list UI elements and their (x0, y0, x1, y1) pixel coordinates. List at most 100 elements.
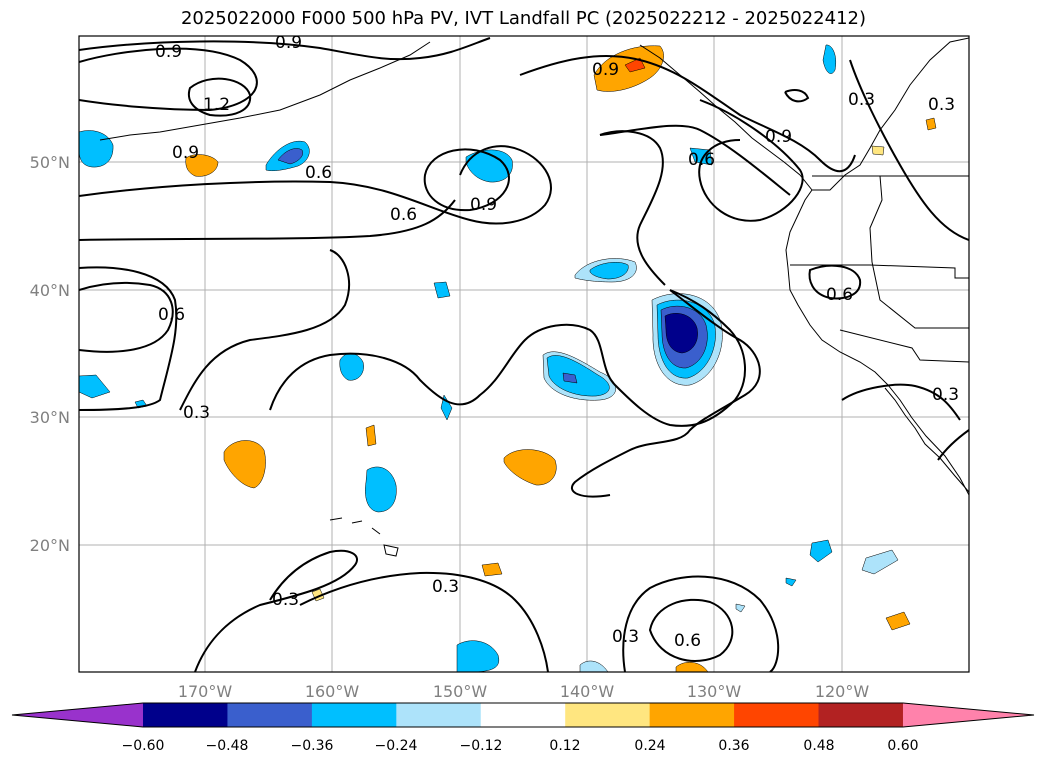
blob-negative-subtropic-core (546, 355, 610, 397)
contour-label: 0.9 (470, 195, 497, 215)
lon-label-170w: 170°W (178, 682, 233, 701)
lat-label-50n: 50°N (30, 153, 70, 172)
colorbar-segments (12, 703, 1034, 727)
blob-negative-alaska (822, 44, 836, 74)
colorbar-segment (143, 703, 228, 727)
contour-0-3-baja (841, 383, 969, 461)
border-states-2 (790, 264, 969, 279)
contour-0-3-south-mid (299, 571, 549, 672)
contour-label: 0.6 (390, 205, 417, 225)
colorbar-extend-low (12, 703, 143, 727)
colorbar-tick-label: −0.12 (460, 738, 503, 754)
blob-negative-bottom-2 (579, 660, 609, 672)
blob-positive-30n (223, 440, 266, 489)
coast-hawaii (329, 517, 399, 557)
contour-loop-northwest (79, 47, 258, 112)
colorbar-segment (311, 703, 397, 727)
lat-label-30n: 30°N (30, 408, 70, 427)
map-frame (78, 35, 970, 673)
border-us-mexico (839, 329, 969, 363)
blob-negative-tiny-2 (785, 577, 797, 587)
contour-0-6-long (79, 199, 456, 241)
map-plot-area (79, 36, 969, 672)
contour-0-6-ca (808, 264, 862, 300)
blob-negative-midlat (465, 149, 513, 183)
lat-label-40n: 40°N (30, 281, 70, 300)
coast-baja (884, 387, 969, 493)
contour-label: 0.6 (158, 305, 185, 325)
blob-negative-160w (339, 353, 364, 381)
contour-1-2-northwest (188, 77, 252, 117)
coast-alaska-panhandle (639, 44, 813, 191)
blob-negative-140w-core (589, 262, 629, 280)
contour-loop-far-east (784, 89, 810, 103)
colorbar-segment (649, 703, 735, 727)
colorbar-tick-label: 0.12 (549, 738, 580, 754)
colorbar-segment (480, 703, 566, 727)
contour-0-6-south-loop (648, 598, 734, 663)
colorbar-segment (227, 703, 313, 727)
colorbar-tick-label: −0.36 (291, 738, 334, 754)
contour-0-9-small-loop (423, 148, 510, 212)
contour-label: 0.3 (272, 590, 299, 610)
blob-positive-small-2 (925, 117, 937, 131)
blob-negative-20n-1 (809, 539, 833, 563)
blob-positive-25n (503, 449, 557, 486)
blob-negative-pacific-center (664, 313, 698, 354)
coastlines (99, 37, 969, 557)
blob-negative-20n-2 (861, 549, 899, 575)
colorbar-extend-high (902, 703, 1034, 727)
border-states-3 (871, 261, 969, 329)
blob-positive-far-west (185, 154, 219, 177)
map-layers: 0.9 0.9 1.2 0.9 0.6 0.6 0.9 0.6 0.9 0.6 … (79, 33, 969, 672)
contour-label: 0.9 (765, 127, 792, 147)
border-states-1 (869, 175, 883, 263)
lon-label-120w: 120°W (815, 682, 870, 701)
longitude-labels: 170°W 160°W 150°W 140°W 130°W 120°W (178, 682, 870, 701)
contour-label: 0.9 (592, 60, 619, 80)
contour-0-9-alaska (519, 55, 856, 173)
lon-label-140w: 140°W (560, 682, 615, 701)
contour-label: 0.3 (432, 577, 459, 597)
contour-label: 0.9 (172, 143, 199, 163)
contour-wide-0-6-upper (79, 145, 552, 225)
pv-contours (79, 37, 969, 672)
coast-north-america (785, 37, 969, 496)
colorbar-tick-label: −0.48 (206, 738, 249, 754)
contour-label: 0.3 (183, 403, 210, 423)
colorbar-outline (11, 702, 1035, 728)
contour-0-3-west (79, 266, 178, 411)
contour-wide-0-9-north (79, 37, 491, 61)
colorbar-ticks: −0.60 −0.48 −0.36 −0.24 −0.12 0.12 0.24 … (122, 738, 919, 754)
colorbar-segment (734, 703, 820, 727)
contour-label: 0.6 (305, 163, 332, 183)
colorbar-segment (565, 703, 651, 727)
blob-negative-west-inner (277, 148, 303, 165)
contour-label: 0.3 (848, 90, 875, 110)
contour-label: 0.9 (155, 42, 182, 62)
colorbar-segment (818, 703, 904, 727)
colorbar: −0.60 −0.48 −0.36 −0.24 −0.12 0.12 0.24 … (11, 702, 1035, 754)
colorbar-segment (396, 703, 482, 727)
colorbar-tick-label: 0.60 (887, 738, 918, 754)
figure-title: 2025022000 F000 500 hPa PV, IVT Landfall… (180, 8, 867, 29)
blob-negative-subtropic-inner (562, 372, 578, 384)
contour-0-3-south-west (194, 549, 358, 672)
colorbar-tick-label: 0.48 (803, 738, 834, 754)
blob-positive-hawaii (365, 424, 377, 447)
blob-positive-bottom (675, 662, 709, 672)
contour-0-6-left (79, 281, 174, 353)
contour-label: 0.9 (275, 33, 302, 53)
contour-labels: 0.9 0.9 1.2 0.9 0.6 0.6 0.9 0.6 0.9 0.6 … (155, 33, 959, 651)
blob-positive-small-3 (871, 145, 885, 156)
blob-positive-gulf-alaska-core (624, 57, 646, 73)
blob-negative-small-2 (433, 281, 451, 299)
contour-label: 1.2 (203, 95, 230, 115)
colorbar-tick-label: −0.60 (122, 738, 165, 754)
colorbar-tick-label: 0.36 (718, 738, 749, 754)
contour-0-3-south-east-loop (622, 575, 780, 672)
blob-negative-small-1 (440, 394, 453, 421)
contour-0-3-canada (849, 59, 969, 241)
